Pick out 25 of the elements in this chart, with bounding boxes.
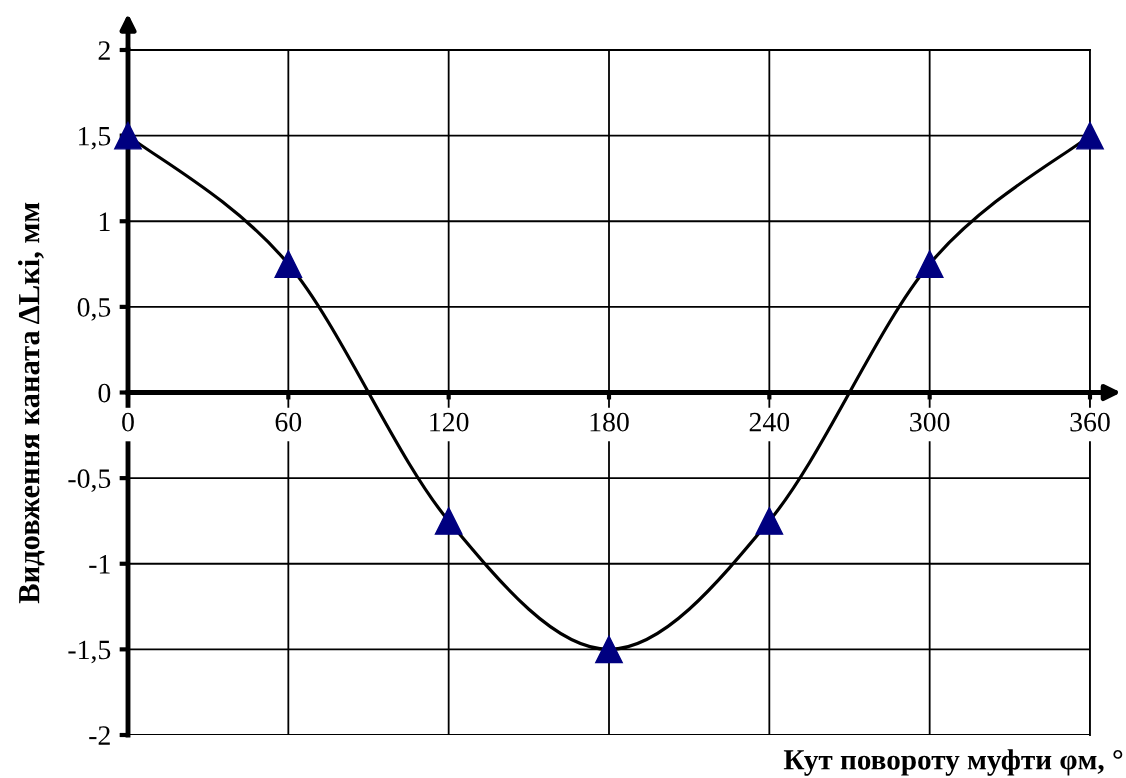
point [114, 121, 142, 150]
y-tick-label: 1,5 [79, 126, 111, 150]
point [434, 507, 463, 535]
y-tick-label: 0,5 [77, 298, 111, 321]
x-tick-label: 360 [1070, 412, 1110, 432]
y-tick-label: 0 [98, 383, 111, 403]
x-tick-label: 60 [275, 412, 302, 432]
point [1076, 121, 1104, 150]
point [915, 250, 944, 278]
x-tick-label: 0 [122, 412, 134, 432]
y-tick-label: 2 [98, 41, 110, 60]
y-tick-label: -1 [89, 555, 110, 574]
x-axis-title: Кут повороту муфти φм, ° [783, 749, 1123, 776]
y-tick-label: -1,5 [68, 640, 111, 664]
point [755, 507, 784, 535]
y-axis-title: Видовження каната ΔLкі, мм [17, 202, 45, 604]
y-tick-label: -0,5 [68, 469, 111, 493]
x-tick-label: 300 [910, 412, 950, 432]
point [595, 635, 623, 664]
y-tick-label: -2 [89, 726, 110, 745]
x-tick-label: 180 [590, 412, 629, 432]
x-tick-label: 240 [749, 412, 790, 432]
y-tick-label: 1 [99, 212, 110, 231]
x-tick-label: 120 [430, 412, 469, 432]
point [274, 250, 303, 278]
